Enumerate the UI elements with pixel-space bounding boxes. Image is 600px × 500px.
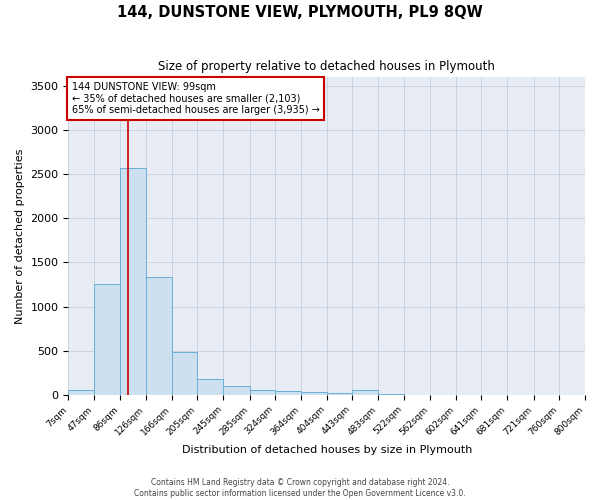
Bar: [120, 168, 146, 395]
Title: Size of property relative to detached houses in Plymouth: Size of property relative to detached ho…: [158, 60, 495, 73]
Y-axis label: Number of detached properties: Number of detached properties: [15, 148, 25, 324]
Text: 144 DUNSTONE VIEW: 99sqm
← 35% of detached houses are smaller (2,103)
65% of sem: 144 DUNSTONE VIEW: 99sqm ← 35% of detach…: [71, 82, 320, 116]
Bar: [68, 390, 94, 395]
Bar: [223, 386, 250, 395]
Bar: [352, 390, 379, 395]
Bar: [172, 352, 197, 395]
Bar: [327, 393, 352, 395]
Bar: [146, 278, 172, 395]
Text: 144, DUNSTONE VIEW, PLYMOUTH, PL9 8QW: 144, DUNSTONE VIEW, PLYMOUTH, PL9 8QW: [117, 5, 483, 20]
Bar: [275, 392, 301, 395]
Bar: [250, 390, 275, 395]
Bar: [94, 284, 120, 395]
Bar: [301, 392, 327, 395]
Bar: [197, 380, 223, 395]
Text: Contains HM Land Registry data © Crown copyright and database right 2024.
Contai: Contains HM Land Registry data © Crown c…: [134, 478, 466, 498]
X-axis label: Distribution of detached houses by size in Plymouth: Distribution of detached houses by size …: [182, 445, 472, 455]
